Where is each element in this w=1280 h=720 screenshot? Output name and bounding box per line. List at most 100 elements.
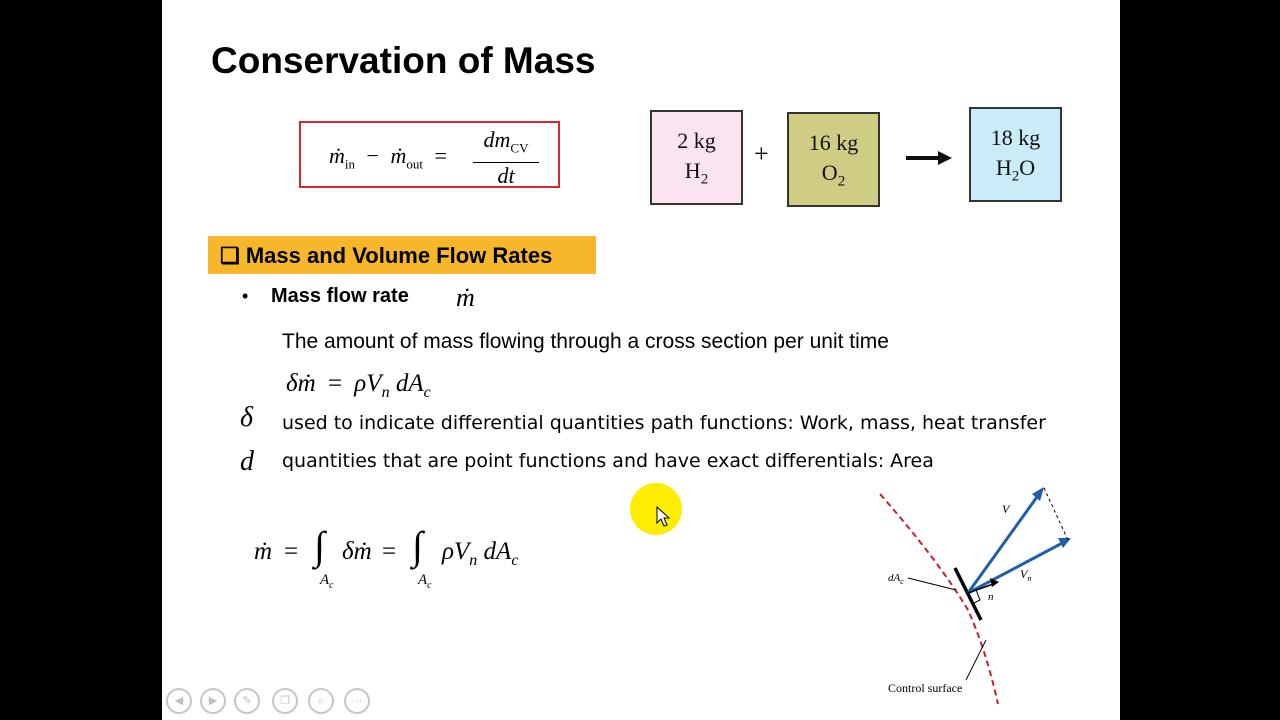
- da-symbol: dA: [395, 370, 424, 397]
- n-vector-label: n: [988, 591, 994, 603]
- h2o-o-symbol: O: [1019, 155, 1036, 180]
- more-icon[interactable]: ···: [344, 688, 370, 714]
- int-limit-2-a: A: [418, 572, 428, 588]
- int-limit-2-c: c: [427, 580, 432, 591]
- control-surface-curve: [879, 493, 999, 705]
- delta-m-dot: δṁ: [286, 370, 316, 397]
- slide-title: Conservation of Mass: [211, 40, 596, 81]
- vn-v: V: [1020, 567, 1029, 581]
- control-surface-diagram: V Vn n dAc Control surface: [879, 487, 1071, 705]
- bullet-label: Mass flow rate: [271, 285, 409, 307]
- int-limit-1: Ac: [320, 572, 334, 591]
- int-n-sub: n: [469, 552, 478, 569]
- int-equals-2: =: [382, 538, 397, 565]
- int-c-sub: c: [511, 552, 519, 569]
- integral-sign-1-icon: ∫: [314, 523, 325, 568]
- reaction-arrow-icon: [906, 151, 952, 165]
- c-subscript: c: [423, 384, 431, 401]
- fraction-numerator: dmCV: [473, 127, 539, 164]
- plus-sign: +: [754, 139, 769, 168]
- vn-vector-label: Vn: [1020, 567, 1031, 583]
- delta-note: used to indicate differential quantities…: [282, 412, 1046, 434]
- fraction-dm-dt: dmCV dt: [473, 127, 539, 189]
- right-angle-mark: [971, 589, 981, 605]
- surface-leader-line: [965, 639, 987, 681]
- delta-symbol: δ: [240, 402, 254, 433]
- normal-vector: [967, 582, 997, 594]
- slide: Conservation of Mass ṁin − ṁout = dmCV d…: [162, 0, 1120, 720]
- m-dot-in: ṁ: [329, 143, 345, 168]
- velocity-arrowhead-icon: [1032, 487, 1044, 501]
- h2o-formula: H2O: [971, 153, 1060, 191]
- da-leader-line: [907, 577, 957, 591]
- int-rho-v: ρV: [442, 538, 470, 565]
- in-subscript: in: [344, 156, 356, 172]
- forward-icon[interactable]: ▶: [200, 688, 226, 714]
- v-symbol: V: [366, 370, 382, 397]
- slides-icon[interactable]: ❐: [272, 688, 298, 714]
- o2-symbol: O: [821, 160, 838, 185]
- h2o-box: 18 kg H2O: [969, 107, 1062, 202]
- equals-sign: =: [434, 143, 447, 168]
- int-limit-1-c: c: [329, 580, 334, 591]
- m-dot-out: ṁ: [390, 143, 407, 168]
- section-heading: ❑ Mass and Volume Flow Rates: [220, 243, 552, 269]
- control-surface-label: Control surface: [888, 681, 962, 695]
- definition-text: The amount of mass flowing through a cro…: [282, 330, 889, 353]
- fraction-denominator: dt: [497, 163, 515, 189]
- v-vector-label: V: [1002, 502, 1011, 516]
- m-dot-symbol: ṁ: [456, 283, 475, 312]
- mouse-cursor-icon: [656, 506, 671, 527]
- vn-sub: n: [1027, 574, 1031, 583]
- pen-icon[interactable]: ✎: [234, 688, 260, 714]
- int-equals-1: =: [284, 538, 299, 565]
- o2-subscript: 2: [837, 173, 846, 190]
- laser-pointer: [630, 483, 682, 535]
- h2o-mass: 18 kg: [990, 125, 1041, 150]
- h2-symbol: H: [684, 158, 701, 183]
- checkbox-bullet-icon: ❑: [220, 243, 240, 268]
- integral-sign-2-icon: ∫: [412, 523, 423, 568]
- o2-box: 16 kg O2: [787, 112, 880, 207]
- normal-arrowhead-icon: [990, 578, 999, 587]
- da-sub: c: [900, 577, 904, 586]
- h2-mass: 2 kg: [677, 128, 716, 153]
- d-note: quantities that are point functions and …: [282, 450, 934, 472]
- int-da: dA: [483, 538, 512, 565]
- mass-balance-lhs: ṁin − ṁout =: [329, 143, 447, 172]
- int-delta-m-dot: δṁ: [342, 538, 372, 565]
- n-subscript: n: [381, 384, 390, 401]
- o2-mass: 16 kg: [808, 130, 859, 155]
- da-text: dA: [888, 572, 901, 584]
- rho-symbol: ρ: [354, 370, 367, 397]
- da-label: dAc: [888, 572, 904, 586]
- out-subscript: out: [406, 156, 423, 172]
- int-integrand: ρVn dAc: [442, 538, 518, 570]
- minus-sign: −: [366, 143, 379, 168]
- h2-box: 2 kg H2: [650, 110, 743, 205]
- int-m-dot: ṁ: [254, 538, 273, 565]
- h2o-h-symbol: H: [995, 155, 1012, 180]
- mass-balance-equation-box: ṁin − ṁout = dmCV dt: [299, 121, 560, 188]
- o2-formula: O2: [789, 158, 878, 196]
- projection-dashed-line: [1043, 487, 1069, 541]
- diff-equals: =: [327, 370, 343, 397]
- d-symbol: d: [240, 446, 254, 477]
- back-icon[interactable]: ◀: [166, 688, 192, 714]
- cv-subscript: CV: [510, 140, 529, 156]
- normal-velocity-vector: [967, 538, 1069, 595]
- differential-equation: δṁ = ρVn dAc: [286, 370, 431, 402]
- h2-formula: H2: [652, 156, 741, 194]
- h2-subscript: 2: [700, 171, 709, 188]
- bullet-marker: •: [242, 286, 249, 306]
- h2o-subscript: 2: [1011, 168, 1020, 185]
- zoom-icon[interactable]: ⌕: [308, 688, 334, 714]
- area-element: [953, 567, 983, 621]
- int-limit-2: Ac: [418, 572, 432, 591]
- section-heading-label: Mass and Volume Flow Rates: [245, 243, 553, 268]
- dm-text: dm: [483, 127, 511, 152]
- normal-velocity-arrowhead-icon: [1058, 538, 1071, 548]
- velocity-vector: [966, 489, 1044, 594]
- int-limit-1-a: A: [320, 572, 330, 588]
- section-heading-banner: ❑ Mass and Volume Flow Rates: [208, 236, 596, 274]
